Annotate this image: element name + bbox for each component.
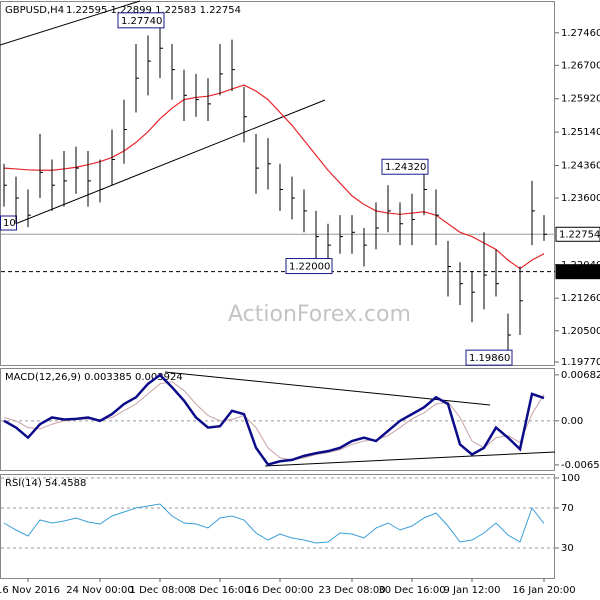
x-tick-label: 16 Nov 2016 (0, 585, 60, 596)
rsi-line (3, 503, 545, 544)
price-label: 1.24320 (385, 162, 426, 173)
x-tick-label: 16 Dec 00:00 (246, 585, 313, 596)
y-tick-label: 30 (561, 543, 574, 554)
price-label-box (117, 12, 165, 29)
y-tick-label: 0.006829 (561, 370, 600, 381)
y-tick-label: 1.21260 (561, 293, 600, 304)
chart-subtitle: 1.22595 1.22899 1.22583 1.22754 (66, 5, 241, 16)
chart-title: GBPUSD,H4 (5, 5, 64, 16)
x-tick-label: 9 Jan 12:00 (444, 585, 501, 596)
channel-lower (0, 99, 326, 231)
price-label-box (465, 349, 513, 366)
y-tick-label: 1.23600 (561, 193, 600, 204)
macd-trendline (164, 371, 491, 406)
y-tick-label: 1.27460 (561, 28, 600, 39)
y-tick-label: 1.25920 (561, 94, 600, 105)
y-tick-label: 70 (561, 503, 574, 514)
rsi-panel (0, 474, 555, 579)
price-label: 1.19860 (469, 353, 510, 364)
x-tick-label: 24 Nov 00:00 (66, 585, 133, 596)
x-tick-label: 1 Dec 08:00 (130, 585, 191, 596)
channel-upper (0, 0, 141, 46)
x-tick-label: 16 Jan 20:00 (512, 585, 575, 596)
y-tick-label: 0.00 (561, 416, 583, 427)
price-label-box (285, 258, 333, 275)
left-label: 10 (3, 218, 16, 229)
rsi-title: RSI(14) 54.4588 (5, 478, 86, 489)
y-tick-label: 1.19770 (561, 357, 600, 368)
level-label: 1.22754 (559, 229, 600, 240)
y-tick-label: 1.26700 (561, 60, 600, 71)
macd-title: MACD(12,26,9) 0.003385 0.003924 (5, 372, 183, 383)
price-panel (0, 1, 555, 366)
macd-line (3, 373, 545, 467)
y-tick-label: 1.24360 (561, 161, 600, 172)
y-tick-label: 100 (561, 473, 580, 484)
macd-trendline (264, 451, 556, 467)
price-label: 1.22000 (289, 262, 330, 273)
x-tick-label: 30 Dec 16:00 (378, 585, 445, 596)
watermark: ActionForex.com (228, 302, 411, 327)
y-tick-label: 1.20500 (561, 326, 600, 337)
moving-average (3, 84, 545, 270)
level-label-box (555, 226, 600, 242)
level-label-box (555, 264, 600, 280)
level-label: 1.21880 (559, 267, 600, 278)
price-label: 1.27740 (121, 16, 162, 27)
x-tick-label: 23 Dec 08:00 (318, 585, 385, 596)
price-label-box (381, 158, 429, 175)
y-tick-label: -0.006538 (561, 460, 600, 471)
y-tick-label: 1.25140 (561, 127, 600, 138)
x-tick-label: 8 Dec 16:00 (190, 585, 251, 596)
